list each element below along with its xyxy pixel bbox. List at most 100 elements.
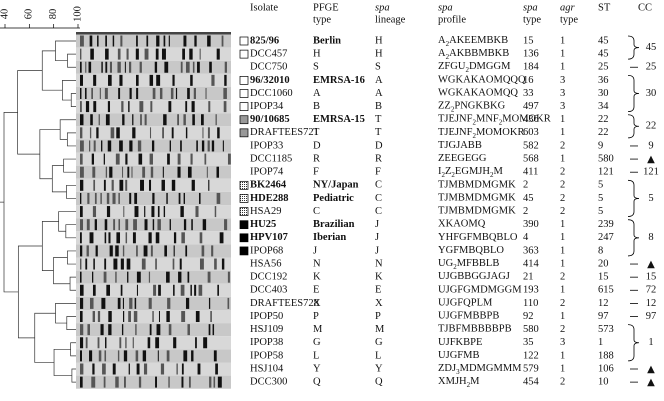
table-cell: 497 [523, 101, 539, 112]
gel-band [120, 284, 123, 296]
gel-band [217, 284, 219, 296]
column-header: type [313, 14, 331, 25]
gel-band [179, 258, 182, 270]
gel-band [87, 192, 90, 204]
gel-band [136, 271, 141, 283]
table-cell: XKAOMQ [438, 219, 486, 230]
table-cell: 10 [598, 377, 609, 388]
dendrogram-branch [55, 40, 78, 62]
dendrogram-branch [63, 158, 78, 173]
gel-band [183, 35, 187, 47]
gel-band [211, 140, 215, 152]
gel-band [106, 284, 110, 296]
gel-band [143, 363, 148, 375]
gel-band [107, 140, 112, 152]
gel-band [190, 153, 193, 165]
gel-band [104, 87, 108, 99]
gel-band [183, 114, 186, 126]
gel-band [155, 337, 160, 349]
gel-band [197, 61, 200, 73]
gel-band [198, 192, 201, 204]
gel-band [213, 350, 217, 362]
gel-band [208, 179, 210, 191]
table-cell: 1 [560, 285, 565, 296]
gel-band [185, 101, 188, 113]
gel-band [129, 192, 132, 204]
gel-band [94, 219, 97, 231]
gel-band [93, 258, 95, 270]
table-cell: 363 [523, 245, 539, 256]
gel-band [116, 127, 120, 139]
gel-band [80, 127, 83, 139]
table-cell: R [375, 153, 382, 164]
gel-band [223, 87, 227, 99]
gel-band [132, 114, 134, 126]
table-cell: 2 [523, 206, 528, 217]
gel-band [202, 127, 204, 139]
table-cell: 239 [598, 219, 614, 230]
scale-label: 80 [48, 9, 59, 20]
gel-band [152, 192, 155, 204]
gel-band [195, 206, 199, 218]
gel-band [214, 206, 217, 218]
gel-band [113, 258, 118, 270]
table-cell: WGKAKAOMQQ [438, 88, 518, 99]
gel-band [166, 192, 168, 204]
gel-band [142, 166, 146, 178]
gel-band [224, 219, 228, 231]
table-cell: HSJ104 [250, 363, 284, 374]
gel-band [149, 153, 153, 165]
cc-brace [627, 179, 640, 217]
column-header: ST [598, 2, 611, 13]
gel-band [167, 297, 171, 309]
table-cell: ZDJ3MDMGMMM [438, 363, 522, 375]
gel-band [105, 48, 109, 60]
gel-band [148, 271, 151, 283]
column-header: PFGE [313, 2, 339, 13]
table-cell: Iberian [313, 232, 346, 243]
gel-band [89, 127, 92, 139]
gel-band [113, 219, 116, 231]
table-cell: UJGFMB [438, 350, 479, 361]
table-cell: TJEJNF2MOMOKR [438, 127, 524, 139]
gel-band [208, 101, 211, 113]
gel-band [125, 232, 128, 244]
gel-band [129, 87, 132, 99]
table-cell: J [375, 232, 379, 243]
gel-band [183, 192, 185, 204]
cc-label: 12 [646, 298, 657, 309]
gel-band [89, 297, 94, 309]
gel-band [187, 87, 190, 99]
gel-band [222, 140, 224, 152]
table-cell: Y [375, 363, 383, 374]
gel-band [219, 232, 224, 244]
table-cell: K [313, 272, 321, 283]
dendrogram-branch [41, 221, 59, 271]
gel-lane [76, 362, 231, 376]
gel-band [124, 376, 126, 388]
gel-band [148, 297, 152, 309]
gel-band [204, 153, 207, 165]
dendrogram-branch [71, 368, 78, 383]
isolate-marker [239, 102, 249, 111]
table-cell: IPOP58 [250, 350, 283, 361]
table-cell: DCC300 [250, 377, 287, 388]
gel-band [89, 140, 91, 152]
gel-band [115, 271, 117, 283]
cc-label: 8 [648, 232, 653, 243]
table-cell: P [375, 311, 381, 322]
gel-band [80, 179, 84, 191]
gel-band [80, 297, 84, 309]
table-cell: E [375, 285, 381, 296]
cc-label: 30 [646, 88, 657, 99]
gel-band [216, 166, 220, 178]
gel-band [172, 74, 175, 86]
table-cell: 2 [560, 298, 565, 309]
cc-label: 1 [648, 337, 653, 348]
gel-band [115, 153, 120, 165]
table-cell: 603 [523, 127, 539, 138]
gel-band [119, 179, 124, 191]
gel-band [104, 350, 107, 362]
table-cell: Y [313, 363, 321, 374]
gel-band [80, 232, 82, 244]
